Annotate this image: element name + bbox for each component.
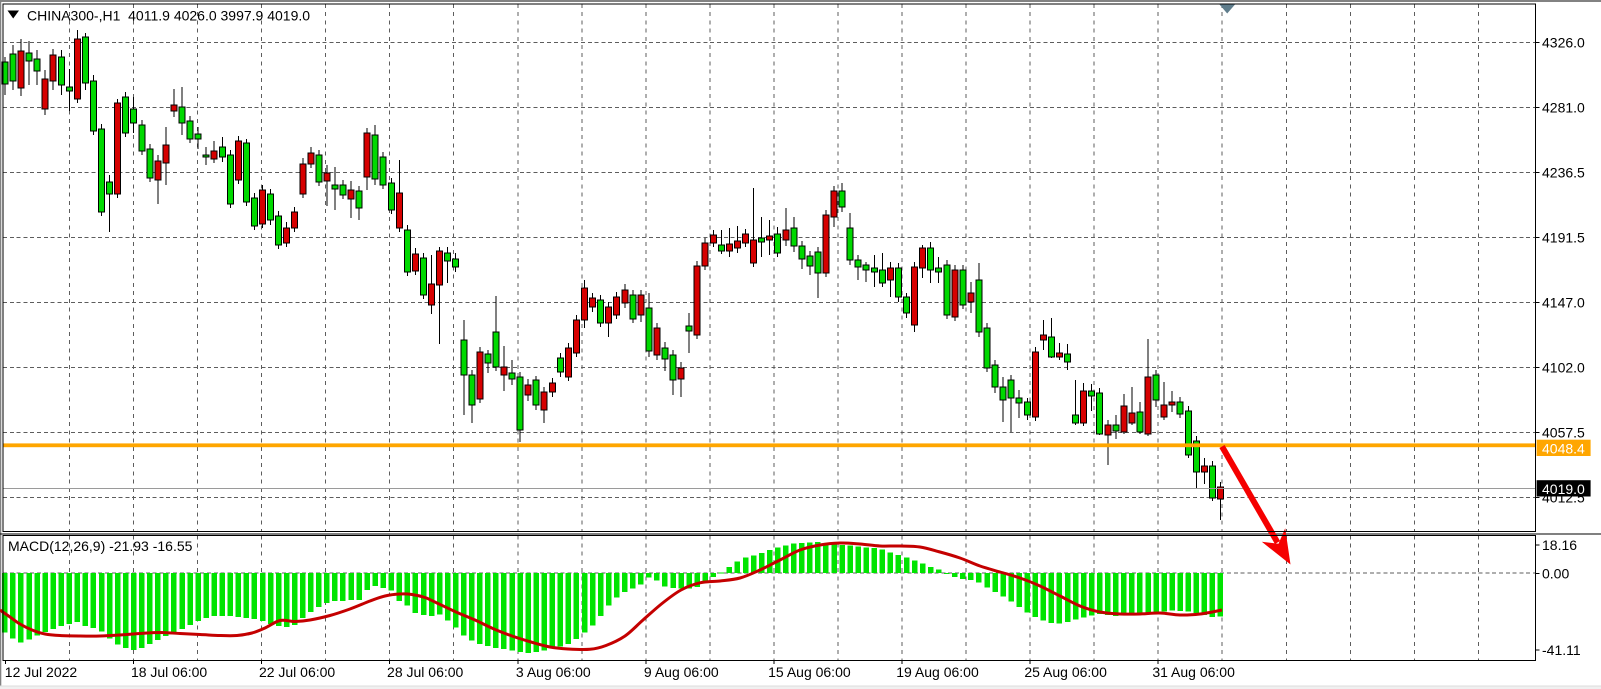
svg-text:9 Aug 06:00: 9 Aug 06:00	[644, 664, 719, 680]
svg-text:4048.4: 4048.4	[1542, 440, 1585, 456]
svg-text:15 Aug 06:00: 15 Aug 06:00	[768, 664, 851, 680]
svg-text:4019.0: 4019.0	[1542, 481, 1585, 497]
svg-text:19 Aug 06:00: 19 Aug 06:00	[896, 664, 979, 680]
svg-text:28 Jul 06:00: 28 Jul 06:00	[387, 664, 463, 680]
svg-text:MACD(12,26,9) -21.93 -16.55: MACD(12,26,9) -21.93 -16.55	[8, 538, 193, 554]
svg-text:4147.0: 4147.0	[1542, 295, 1585, 311]
svg-text:CHINA300-,H1 4011.9 4026.0 39: CHINA300-,H1 4011.9 4026.0 3997.9 4019.0	[27, 8, 310, 24]
svg-text:4326.0: 4326.0	[1542, 35, 1585, 51]
svg-text:18 Jul 06:00: 18 Jul 06:00	[131, 664, 207, 680]
svg-text:-41.11: -41.11	[1542, 642, 1581, 658]
svg-text:4281.0: 4281.0	[1542, 100, 1585, 116]
svg-text:12 Jul 2022: 12 Jul 2022	[5, 664, 78, 680]
svg-text:0.00: 0.00	[1542, 566, 1569, 582]
svg-text:3 Aug 06:00: 3 Aug 06:00	[516, 664, 591, 680]
svg-text:25 Aug 06:00: 25 Aug 06:00	[1024, 664, 1107, 680]
svg-text:18.16: 18.16	[1542, 537, 1577, 553]
svg-text:4102.0: 4102.0	[1542, 360, 1585, 376]
svg-text:22 Jul 06:00: 22 Jul 06:00	[259, 664, 335, 680]
svg-text:31 Aug 06:00: 31 Aug 06:00	[1152, 664, 1235, 680]
svg-text:4057.5: 4057.5	[1542, 425, 1585, 441]
svg-text:4236.5: 4236.5	[1542, 165, 1585, 181]
svg-text:4191.5: 4191.5	[1542, 230, 1585, 246]
